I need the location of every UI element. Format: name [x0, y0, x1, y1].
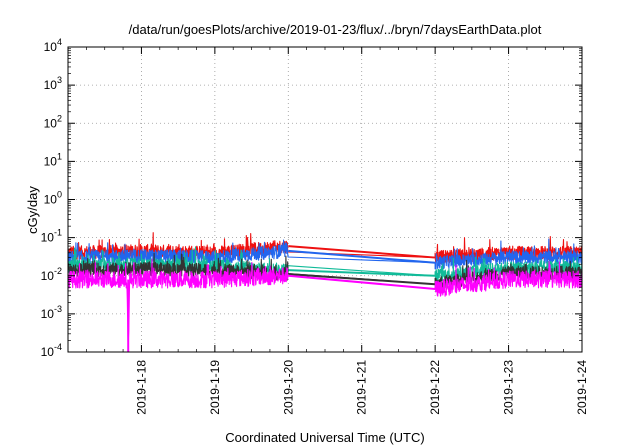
series-path	[67, 238, 583, 270]
x-tick-label: 2019-1-21	[355, 360, 369, 415]
series-line	[67, 238, 583, 270]
series-path	[67, 258, 583, 351]
y-tick-label: 101	[44, 151, 62, 168]
x-tick-label: 2019-1-22	[428, 360, 442, 415]
y-tick-label: 104	[44, 37, 62, 54]
y-tick-label: 10-2	[41, 266, 62, 283]
tick-labels: 10-4 10-3 10-2 10-1 100 101 102 103 104 2019-1-18…	[41, 37, 589, 415]
y-tick-label: 10-3	[41, 304, 62, 321]
gap-connector-line	[288, 269, 436, 277]
x-tick-label: 2019-1-24	[575, 360, 589, 415]
y-tick-label: 10-1	[41, 228, 62, 245]
y-tick-label: 102	[44, 113, 62, 130]
x-tick-label: 2019-1-20	[281, 360, 295, 415]
x-tick-label: 2019-1-23	[502, 360, 516, 415]
series-line	[67, 258, 583, 351]
x-tick-label: 2019-1-18	[134, 360, 148, 415]
x-tick-label: 2019-1-19	[208, 360, 222, 415]
series-group	[67, 232, 583, 352]
gap-connector-line	[288, 249, 436, 264]
plot-frame	[67, 46, 583, 353]
chart-title: /data/run/goesPlots/archive/2019-01-23/f…	[129, 22, 542, 37]
y-axis-label: cGy/day	[25, 186, 40, 234]
x-axis-label: Coordinated Universal Time (UTC)	[225, 430, 424, 445]
gap-connector-line	[288, 245, 436, 259]
gap-connector-line	[288, 274, 436, 290]
axes-frame	[67, 46, 583, 353]
y-tick-label: 10-4	[41, 342, 62, 359]
gap-connector-line	[288, 273, 436, 286]
y-tick-label: 103	[44, 75, 62, 92]
grid-lines	[68, 47, 582, 352]
y-tick-label: 100	[44, 190, 62, 207]
